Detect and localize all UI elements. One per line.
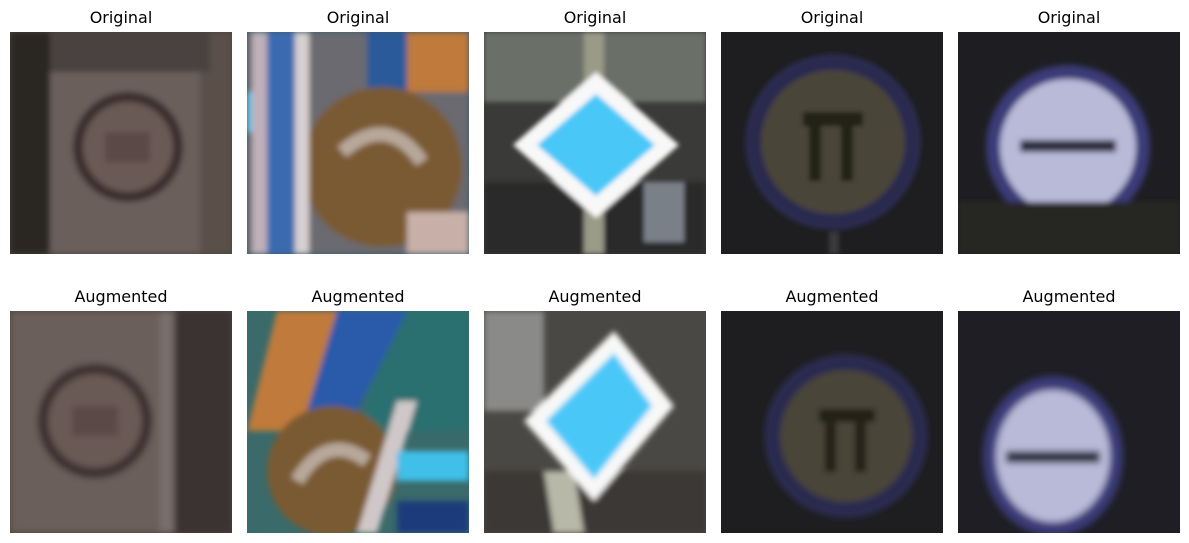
- sign-image: [958, 311, 1180, 533]
- panel-title: Original: [89, 8, 153, 27]
- panel-title: Augmented: [74, 287, 168, 306]
- panel-title: Original: [563, 8, 627, 27]
- sign-image: [10, 311, 232, 533]
- sign-image: [721, 32, 943, 254]
- panel-title: Augmented: [548, 287, 642, 306]
- sign-image: [484, 32, 706, 254]
- panel-title: Augmented: [1022, 287, 1116, 306]
- sign-image: [247, 311, 469, 533]
- sign-image: [958, 32, 1180, 254]
- panel-title: Original: [1037, 8, 1101, 27]
- sign-image: [484, 311, 706, 533]
- sign-image: [10, 32, 232, 254]
- sign-image: [247, 32, 469, 254]
- panel-title: Original: [326, 8, 390, 27]
- panel-title: Original: [800, 8, 864, 27]
- panel-title: Augmented: [311, 287, 405, 306]
- panel-title: Augmented: [785, 287, 879, 306]
- sign-image: [721, 311, 943, 533]
